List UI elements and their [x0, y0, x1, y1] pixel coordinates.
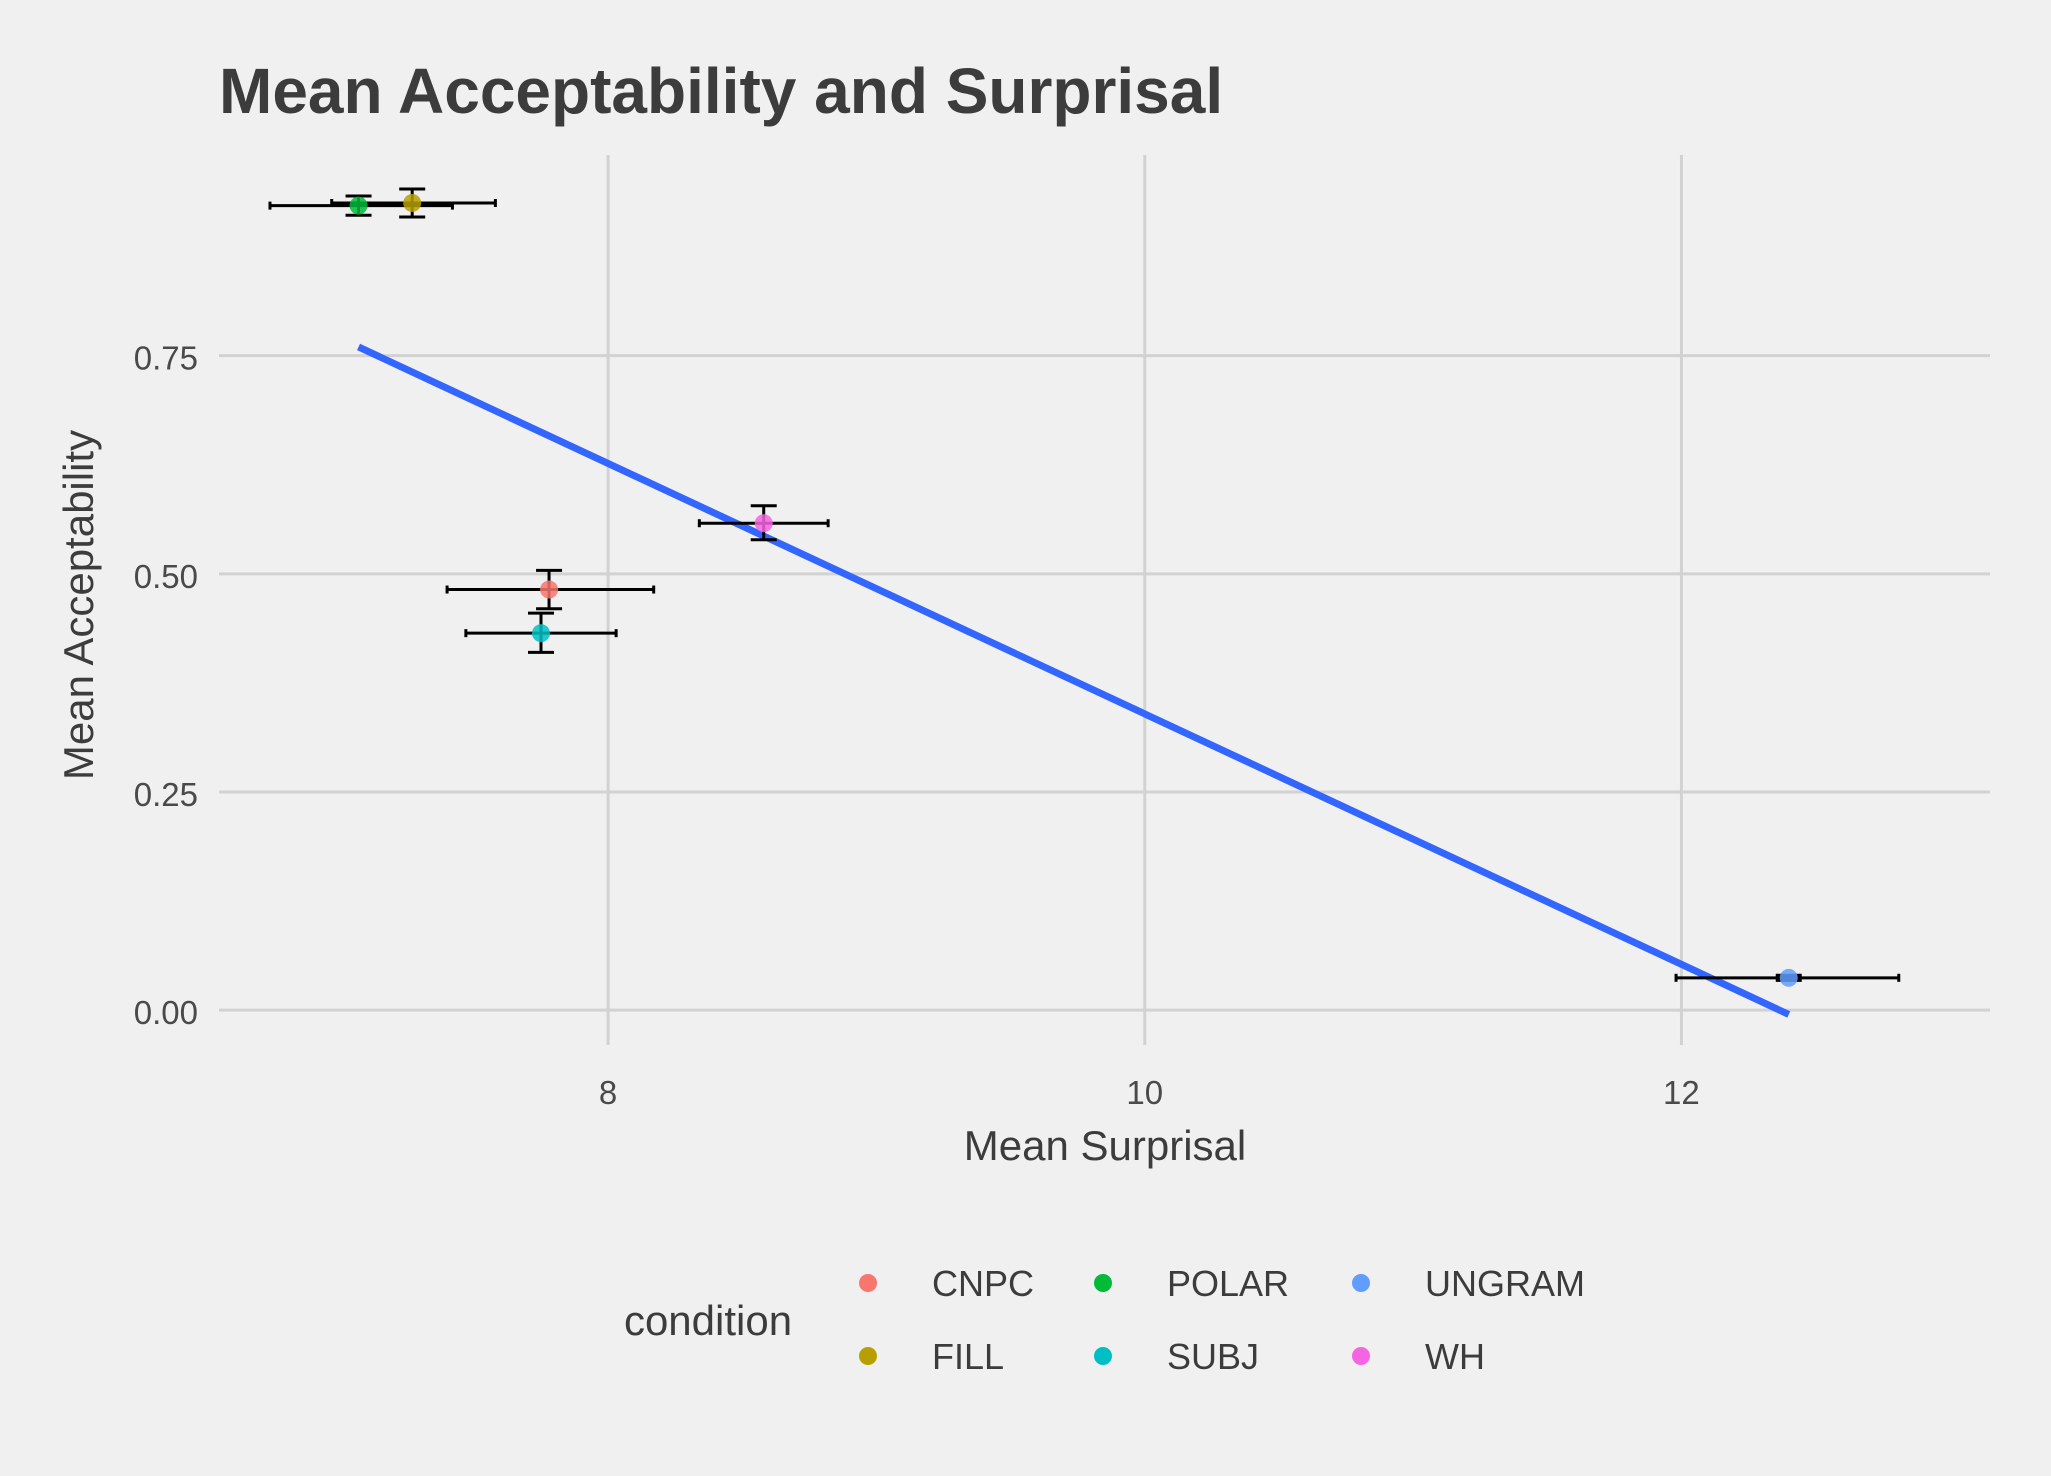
y-tick-label: 0.00 [134, 994, 198, 1031]
y-tick-labels: 0.00 0.25 0.50 0.75 [134, 340, 198, 1031]
legend-key-fill [859, 1347, 877, 1365]
x-tick-label: 12 [1663, 1074, 1700, 1111]
legend-title: condition [624, 1297, 792, 1344]
y-tick-label: 0.25 [134, 776, 198, 813]
y-tick-label: 0.50 [134, 558, 198, 595]
legend-label-cnpc: CNPC [932, 1263, 1034, 1304]
x-tick-label: 8 [599, 1074, 617, 1111]
gridlines [219, 155, 1990, 1045]
point-subj [532, 624, 550, 643]
x-axis-title: Mean Surprisal [964, 1122, 1246, 1169]
chart-title: Mean Acceptability and Surprisal [219, 55, 1223, 127]
legend-label-polar: POLAR [1167, 1263, 1289, 1304]
data-points [349, 193, 1798, 987]
legend-label-fill: FILL [932, 1336, 1004, 1377]
legend-key-subj [1094, 1347, 1112, 1365]
x-tick-label: 10 [1126, 1074, 1163, 1111]
legend: condition CNPC FILL POLAR SUBJ UNGRAM WH [624, 1263, 1585, 1377]
legend-label-ungram: UNGRAM [1425, 1263, 1585, 1304]
trend-line-group [357, 343, 1791, 1018]
point-wh [754, 514, 773, 533]
legend-key-polar [1094, 1274, 1112, 1292]
trend-line [357, 343, 1791, 1018]
y-axis-title: Mean Acceptability [55, 430, 102, 780]
legend-key-cnpc [859, 1274, 877, 1292]
y-tick-label: 0.75 [134, 340, 198, 377]
legend-label-subj: SUBJ [1167, 1336, 1259, 1377]
legend-items: CNPC FILL POLAR SUBJ UNGRAM WH [859, 1263, 1585, 1377]
point-ungram [1779, 968, 1798, 987]
point-fill [403, 193, 422, 212]
point-polar [349, 196, 368, 215]
legend-key-ungram [1352, 1274, 1370, 1292]
legend-label-wh: WH [1425, 1336, 1485, 1377]
x-tick-labels: 8 10 12 [599, 1074, 1700, 1111]
point-cnpc [540, 580, 559, 599]
legend-key-wh [1352, 1347, 1370, 1365]
